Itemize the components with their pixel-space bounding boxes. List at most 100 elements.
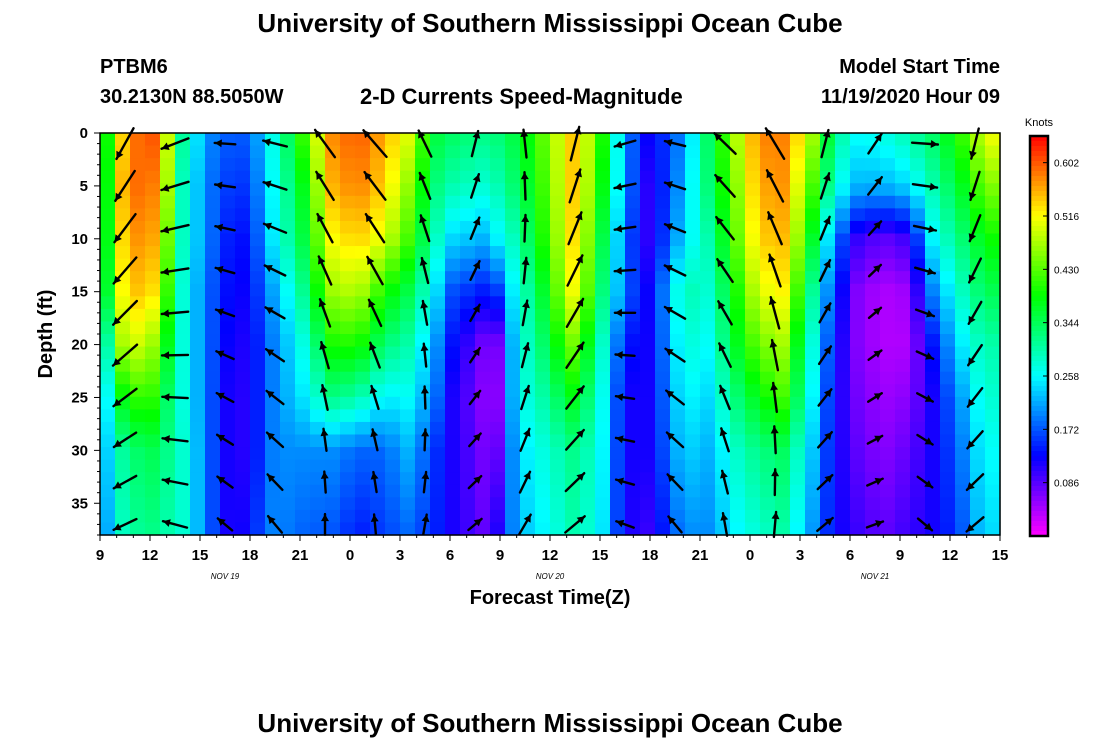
current-vector xyxy=(916,517,934,532)
heatmap-cell xyxy=(235,421,251,436)
heatmap-cell xyxy=(595,145,611,159)
heatmap-cell xyxy=(625,346,641,360)
heatmap-cell xyxy=(970,334,986,348)
heatmap-cell xyxy=(175,296,191,310)
heatmap-cell xyxy=(295,220,311,235)
heatmap-cell xyxy=(640,371,656,385)
current-vector xyxy=(769,338,780,372)
heatmap-cell xyxy=(655,384,671,398)
heatmap-cell xyxy=(640,509,656,524)
heatmap-cell xyxy=(835,195,851,209)
heatmap-cell xyxy=(535,233,551,247)
heatmap-cell xyxy=(820,447,836,461)
heatmap-cell xyxy=(250,359,266,373)
heatmap-cell xyxy=(490,246,506,260)
heatmap-cell xyxy=(775,421,791,436)
heatmap-cell xyxy=(190,145,206,159)
x-tick-label: 9 xyxy=(96,547,104,564)
heatmap-cell xyxy=(820,296,836,310)
heatmap-cell xyxy=(625,283,641,297)
heatmap-cell xyxy=(430,145,446,159)
heatmap-cell xyxy=(715,195,731,209)
heatmap-cell xyxy=(850,195,866,209)
heatmap-cell xyxy=(325,195,341,209)
current-vector xyxy=(966,430,984,450)
current-vector xyxy=(112,517,138,531)
heatmap-cell xyxy=(925,170,941,184)
heatmap-cell xyxy=(205,321,221,335)
heatmap-cell xyxy=(790,522,806,536)
heatmap-cell xyxy=(685,183,701,197)
heatmap-cell xyxy=(580,308,596,323)
heatmap-cell xyxy=(535,472,551,486)
heatmap-cell xyxy=(580,283,596,297)
heatmap-cell xyxy=(535,321,551,335)
heatmap-cell xyxy=(955,472,971,486)
heatmap-cell xyxy=(580,258,596,272)
current-vector xyxy=(160,180,190,192)
heatmap-cell xyxy=(955,283,971,297)
heatmap-cell xyxy=(700,409,716,423)
x-tick-label: 15 xyxy=(992,547,1009,564)
heatmap-cell xyxy=(520,233,536,247)
heatmap-cell xyxy=(145,220,161,235)
heatmap-cell xyxy=(460,472,476,486)
heatmap-cell xyxy=(805,371,821,385)
heatmap-cell xyxy=(370,296,386,310)
day-label: NOV 19 xyxy=(211,572,240,581)
heatmap-cell xyxy=(280,170,296,184)
heatmap-cell xyxy=(655,371,671,385)
heatmap-cell xyxy=(760,220,776,235)
heatmap-cell xyxy=(700,233,716,247)
heatmap-cell xyxy=(235,296,251,310)
heatmap-cell xyxy=(805,459,821,473)
current-vector xyxy=(613,224,637,233)
heatmap-cell xyxy=(190,321,206,335)
heatmap-cell xyxy=(760,283,776,297)
heatmap-cell xyxy=(985,509,1001,524)
heatmap-cell xyxy=(520,246,536,260)
heatmap-cell xyxy=(985,308,1001,323)
current-vector xyxy=(770,381,778,414)
main-title: University of Southern Mississippi Ocean… xyxy=(257,8,843,38)
heatmap-cell xyxy=(985,145,1001,159)
heatmap-cell xyxy=(595,321,611,335)
heatmap-cell xyxy=(805,220,821,235)
heatmap-cell xyxy=(535,459,551,473)
heatmap-cell xyxy=(985,421,1001,436)
heatmap-cell xyxy=(580,434,596,448)
heatmap-cell xyxy=(130,396,146,410)
colorbar-swatch xyxy=(1030,341,1048,347)
heatmap-cell xyxy=(190,308,206,323)
heatmap-cell xyxy=(670,334,686,348)
heatmap-cell xyxy=(790,472,806,486)
heatmap-cell xyxy=(760,346,776,360)
current-vector xyxy=(613,182,637,191)
heatmap-cell xyxy=(490,509,506,524)
heatmap-cell xyxy=(790,158,806,172)
colorbar-tick-label: 0.602 xyxy=(1054,159,1079,170)
heatmap-cell xyxy=(445,321,461,335)
heatmap-cell xyxy=(880,396,896,410)
heatmap-cell xyxy=(100,434,116,448)
heatmap-cell xyxy=(385,321,401,335)
heatmap-cell xyxy=(685,145,701,159)
heatmap-cell xyxy=(700,308,716,323)
heatmap-cell xyxy=(220,145,236,159)
heatmap-cell xyxy=(580,497,596,511)
heatmap-cell xyxy=(835,208,851,222)
heatmap-cell xyxy=(685,472,701,486)
heatmap-cell xyxy=(460,421,476,436)
heatmap-cell xyxy=(640,220,656,235)
heatmap-cell xyxy=(250,246,266,260)
heatmap-cell xyxy=(160,384,176,398)
heatmap-cell xyxy=(700,321,716,335)
heatmap-cell xyxy=(175,283,191,297)
heatmap-cell xyxy=(760,409,776,423)
heatmap-cell xyxy=(700,283,716,297)
x-tick-label: 0 xyxy=(746,547,754,564)
current-vector xyxy=(666,473,684,491)
current-vector xyxy=(214,265,236,275)
heatmap-cell xyxy=(235,447,251,461)
heatmap-cell xyxy=(760,246,776,260)
